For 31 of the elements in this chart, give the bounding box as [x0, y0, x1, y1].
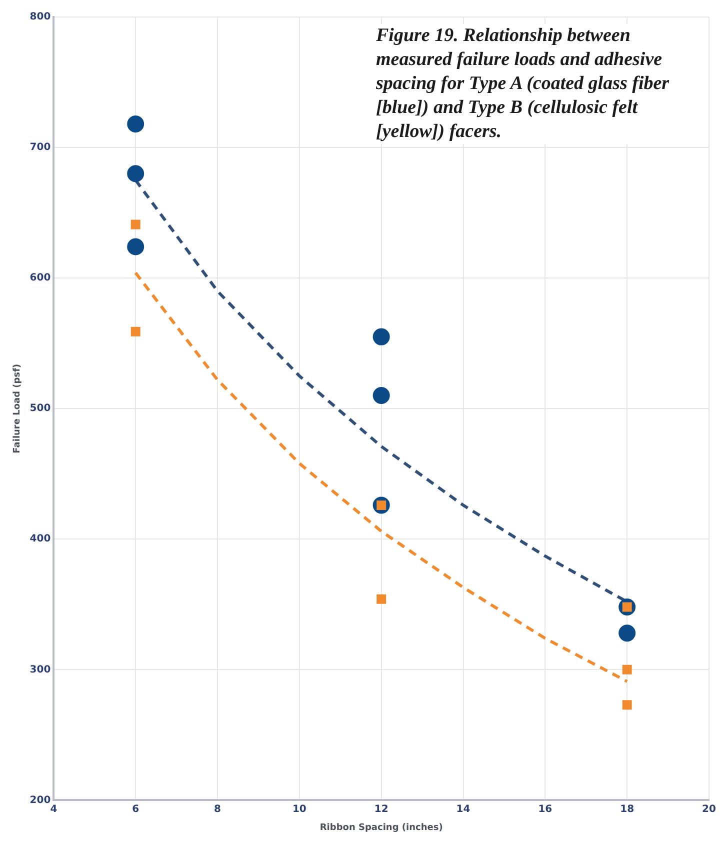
x-tick-label: 20: [702, 804, 716, 815]
x-tick-label: 14: [456, 804, 470, 815]
x-tick-label: 10: [292, 804, 306, 815]
point: [372, 328, 390, 346]
x-tick-label: 16: [538, 804, 552, 815]
y-tick-label: 200: [30, 794, 51, 806]
point: [622, 700, 632, 710]
point: [372, 387, 390, 404]
x-tick-label: 6: [132, 804, 140, 815]
point: [618, 624, 636, 642]
y-axis-title: Failure Load (psf): [12, 364, 23, 454]
y-tick-label: 400: [30, 534, 51, 545]
x-tick-label: 12: [374, 804, 388, 815]
y-tick-label: 600: [30, 272, 51, 284]
line-series: [134, 271, 629, 683]
text: Figure 19. Relationship between measured failure loads and adhesive spacing for Type A (coated glass fiber [blue]) and Type B (cellulosic felt [yellow]) facers.: [376, 24, 676, 144]
y-tick-label: 700: [30, 142, 51, 154]
y-tick-label: 800: [30, 12, 51, 23]
point: [622, 664, 632, 674]
x-tick-label: 8: [214, 804, 222, 815]
y-tick-label: 500: [30, 403, 51, 414]
point: [130, 326, 140, 336]
x-axis-title: Ribbon Spacing (inches): [320, 822, 443, 833]
point: [127, 238, 144, 256]
point: [127, 116, 144, 133]
x-tick-label: 4: [50, 804, 58, 815]
point: [376, 594, 386, 604]
x-tick-label: 18: [620, 804, 634, 815]
point: [130, 220, 140, 230]
point: [127, 165, 144, 182]
y-tick-label: 300: [30, 664, 51, 676]
